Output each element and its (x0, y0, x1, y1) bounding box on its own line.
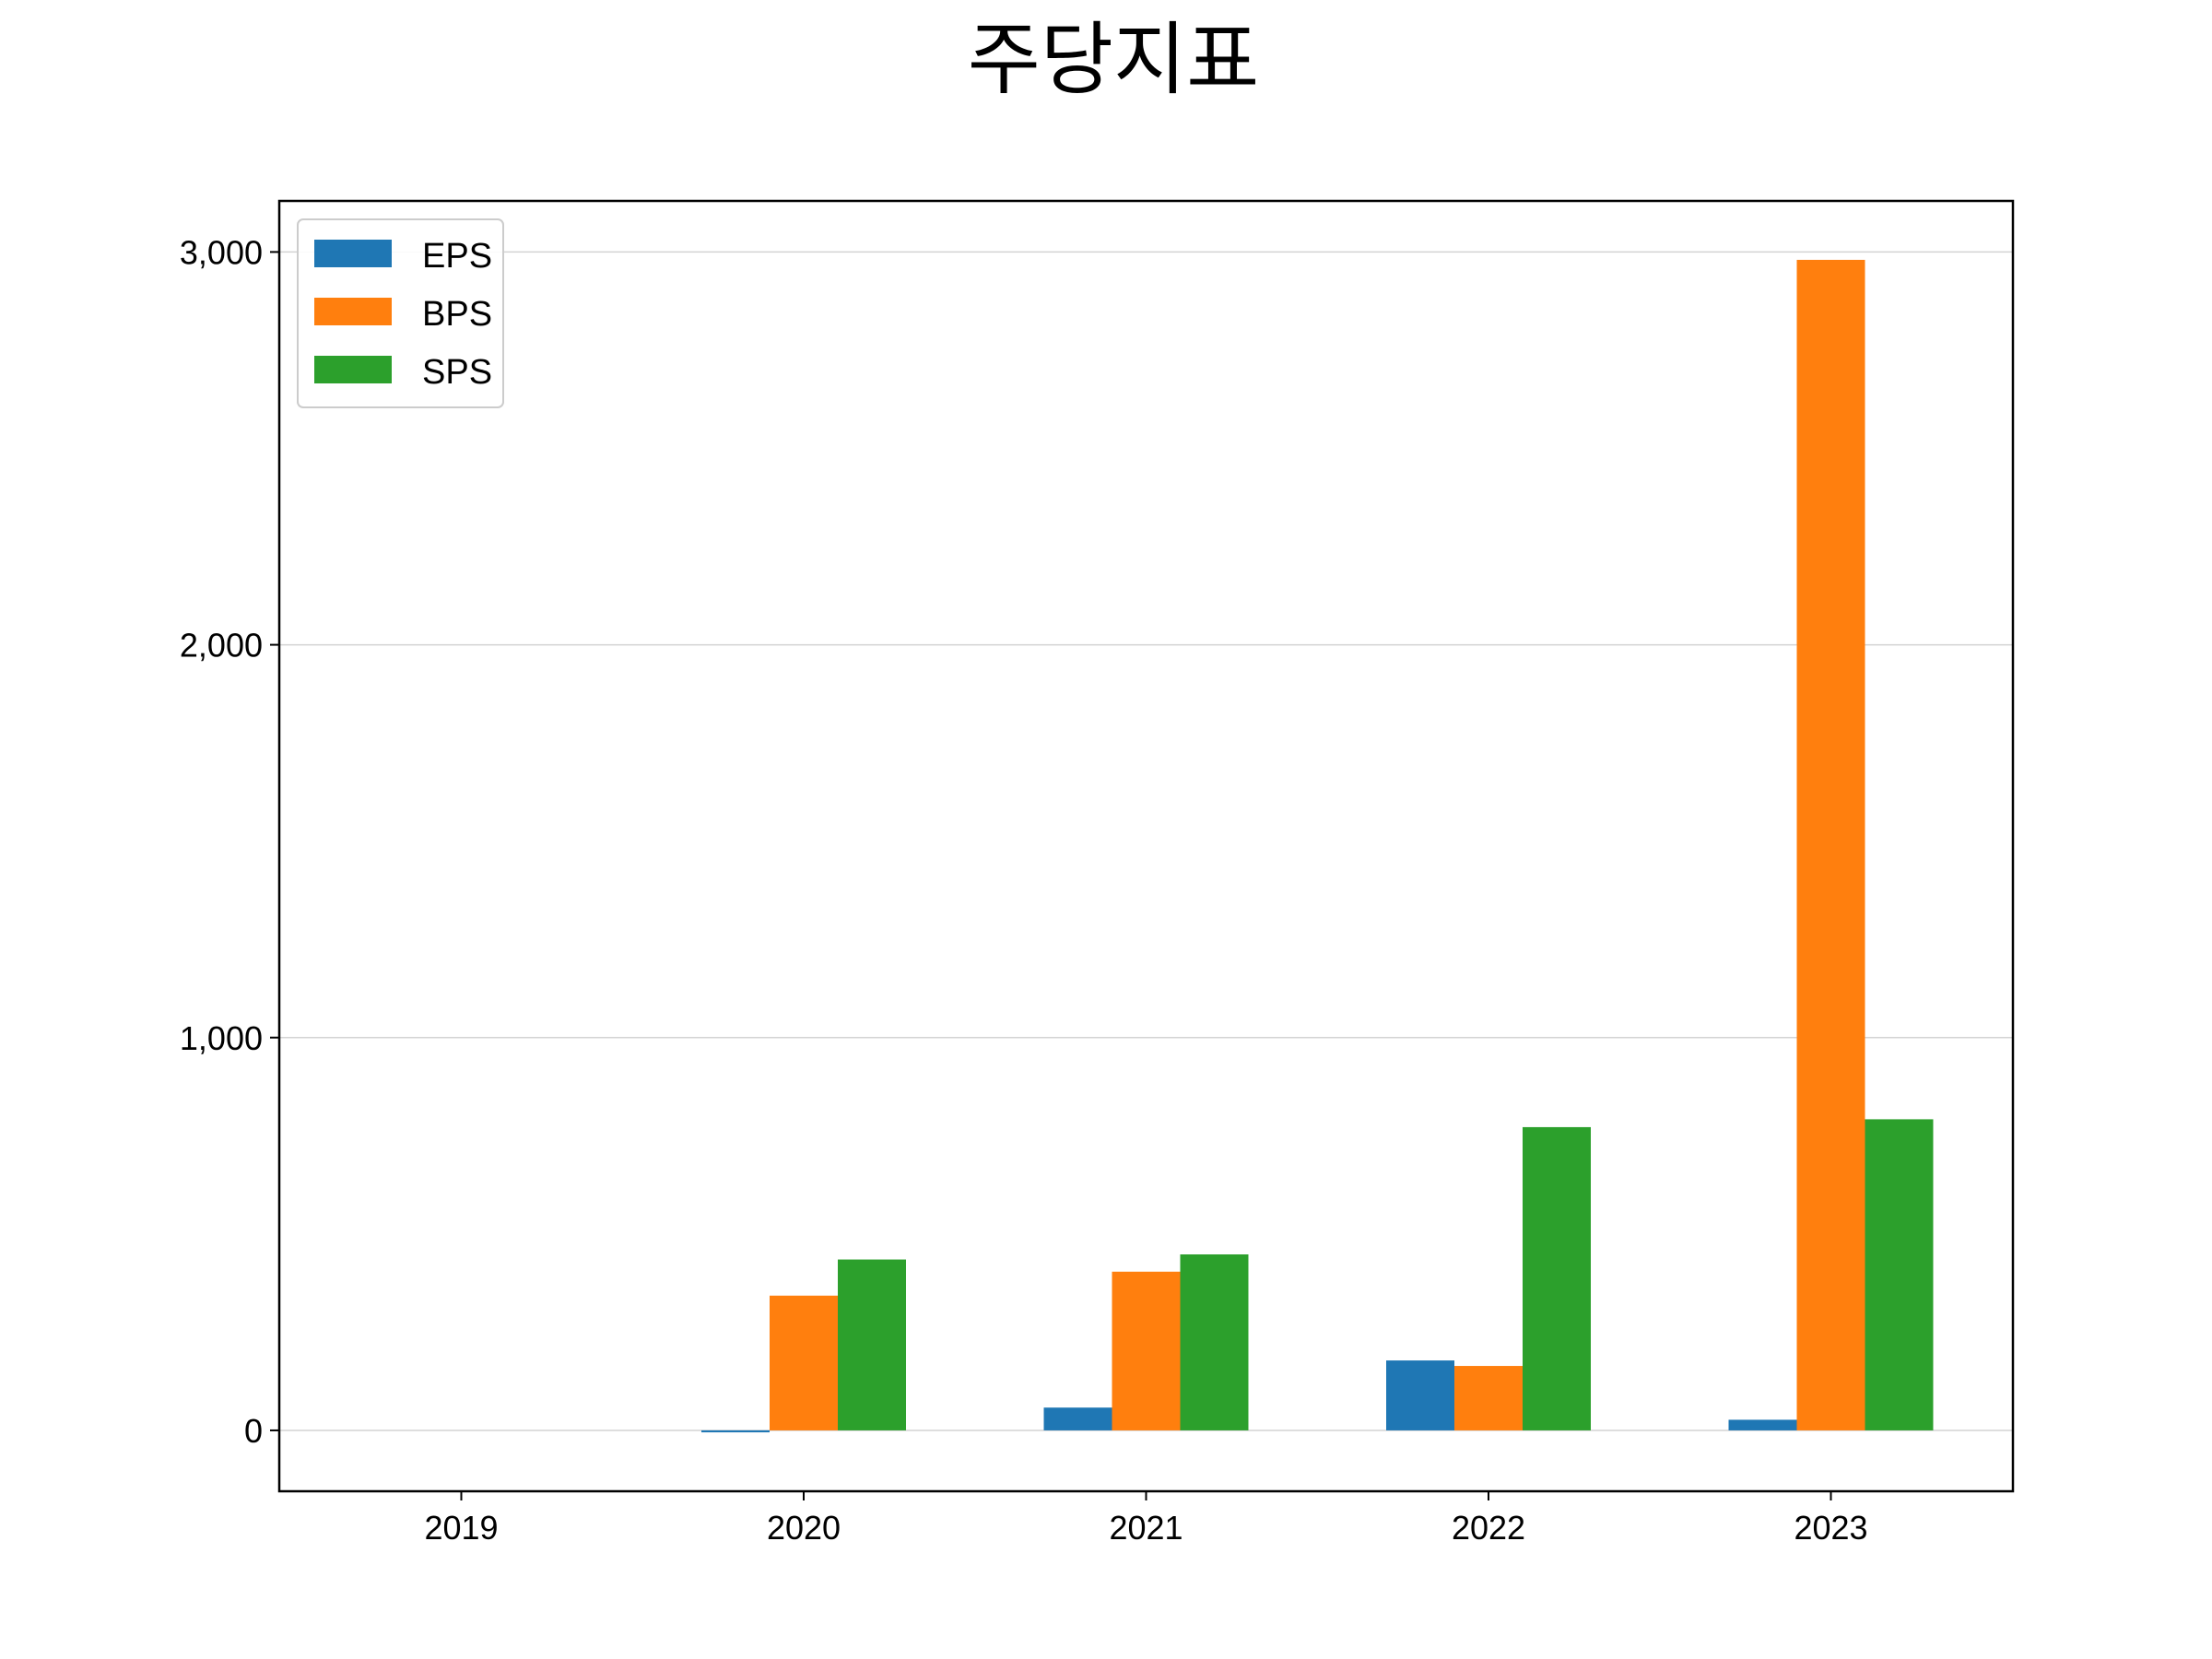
bar-sps-2023 (1865, 1119, 1934, 1430)
legend-label-bps: BPS (422, 295, 492, 334)
x-tick-label: 2022 (1452, 1509, 1525, 1547)
bar-sps-2022 (1523, 1126, 1591, 1430)
bar-bps-2022 (1454, 1366, 1523, 1430)
x-tick-label: 2021 (1109, 1509, 1182, 1547)
legend-swatch-eps (314, 240, 392, 267)
bar-bps-2020 (770, 1295, 838, 1430)
y-tick-label: 1,000 (180, 1019, 263, 1057)
x-tick-label: 2020 (767, 1509, 841, 1547)
y-tick-label: 3,000 (180, 233, 263, 271)
legend-swatch-sps (314, 356, 392, 383)
y-tick-label: 2,000 (180, 627, 263, 665)
bar-eps-2020 (701, 1430, 770, 1433)
chart-title: 주당지표 (968, 14, 1259, 106)
bar-bps-2023 (1796, 259, 1865, 1430)
x-tick-label: 2023 (1794, 1509, 1867, 1547)
bar-eps-2021 (1043, 1407, 1112, 1430)
bar-bps-2021 (1112, 1271, 1181, 1430)
bar-eps-2022 (1386, 1360, 1454, 1430)
bar-eps-2023 (1728, 1419, 1797, 1430)
legend-label-eps: EPS (422, 237, 492, 276)
bar-sps-2020 (838, 1259, 906, 1430)
legend-swatch-bps (314, 298, 392, 325)
bar-sps-2021 (1180, 1254, 1249, 1430)
grid-lines (279, 251, 2013, 1431)
y-tick-label: 0 (244, 1412, 263, 1450)
legend-label-sps: SPS (422, 353, 492, 392)
x-axis: 2019 2020 2021 2022 2023 (424, 1491, 1868, 1547)
y-axis: 0 1,000 2,000 3,000 (180, 233, 279, 1450)
x-tick-label: 2019 (424, 1509, 498, 1547)
legend: EPS BPS SPS (297, 218, 504, 408)
bars (701, 259, 1934, 1433)
